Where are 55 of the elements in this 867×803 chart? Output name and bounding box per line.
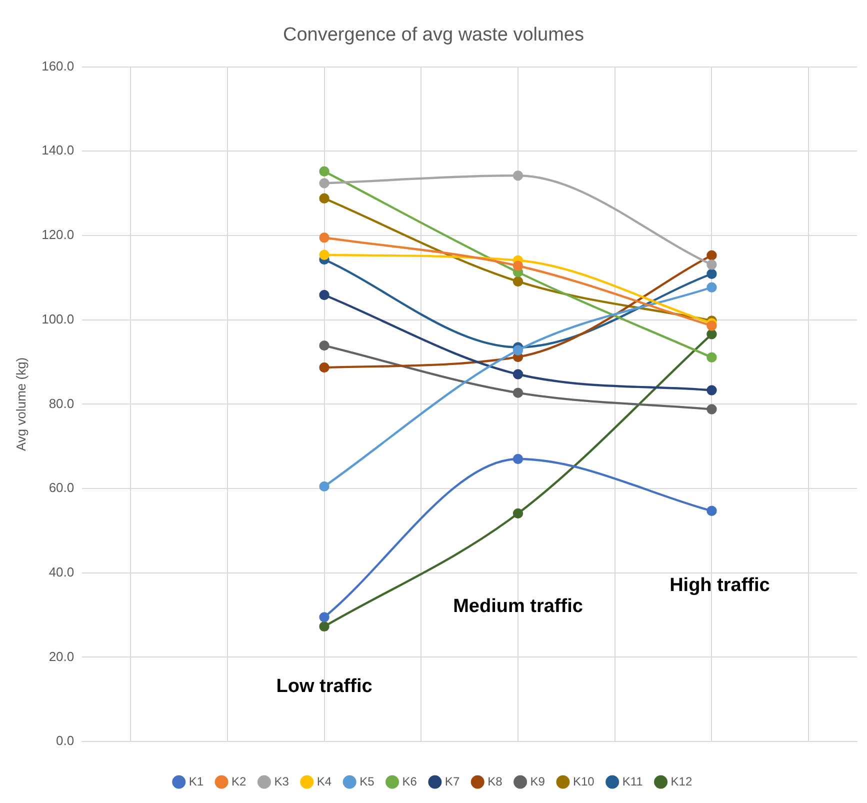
point <box>706 352 717 362</box>
point <box>319 290 330 300</box>
point <box>512 170 524 181</box>
point <box>512 388 524 398</box>
point <box>512 508 524 519</box>
legend-label: K5 <box>360 774 375 788</box>
point <box>319 612 330 622</box>
point <box>319 481 330 492</box>
point <box>319 250 330 260</box>
y-axis-title: Avg volume (kg) <box>13 357 28 452</box>
y-tick-label: 20.0 <box>48 648 74 664</box>
point <box>706 260 717 270</box>
point <box>706 282 717 292</box>
point <box>706 404 717 414</box>
y-tick-label: 140.0 <box>42 142 74 158</box>
legend-label: K7 <box>444 774 460 788</box>
annotation: High traffic <box>670 574 770 596</box>
point <box>319 362 330 373</box>
point <box>512 276 524 287</box>
legend-label: K2 <box>232 774 247 788</box>
y-tick-label: 60.0 <box>48 480 74 496</box>
legend-label: K3 <box>274 774 290 788</box>
legend-label: K9 <box>530 774 546 788</box>
point <box>706 268 717 279</box>
point <box>706 250 717 260</box>
y-tick-label: 0.0 <box>56 733 74 748</box>
y-tick-label: 120.0 <box>42 227 74 242</box>
legend-label: K1 <box>188 774 204 788</box>
legend-label: K10 <box>572 774 595 788</box>
annotation: Medium traffic <box>453 596 584 617</box>
legend-label: K6 <box>402 774 418 788</box>
legend-label: K8 <box>488 774 503 788</box>
point <box>319 193 330 204</box>
point <box>706 506 717 516</box>
point <box>512 260 524 271</box>
y-tick-label: 80.0 <box>48 396 74 411</box>
point <box>319 178 330 188</box>
chart-title: Convergence of avg waste volumes <box>283 24 584 46</box>
point <box>706 329 717 340</box>
annotation: Low traffic <box>276 676 373 698</box>
legend-label: K12 <box>670 774 692 788</box>
y-tick-label: 40.0 <box>48 564 74 580</box>
legend-label: K4 <box>316 774 332 788</box>
y-tick-label: 100.0 <box>42 311 74 326</box>
point <box>319 340 330 351</box>
point <box>706 320 717 331</box>
point <box>319 166 330 176</box>
point <box>512 369 524 380</box>
point <box>512 345 524 356</box>
y-tick-label: 160.0 <box>42 58 74 74</box>
point <box>319 621 330 632</box>
point <box>512 454 524 464</box>
point <box>319 232 330 243</box>
point <box>706 385 717 396</box>
legend-label: K11 <box>622 774 644 788</box>
